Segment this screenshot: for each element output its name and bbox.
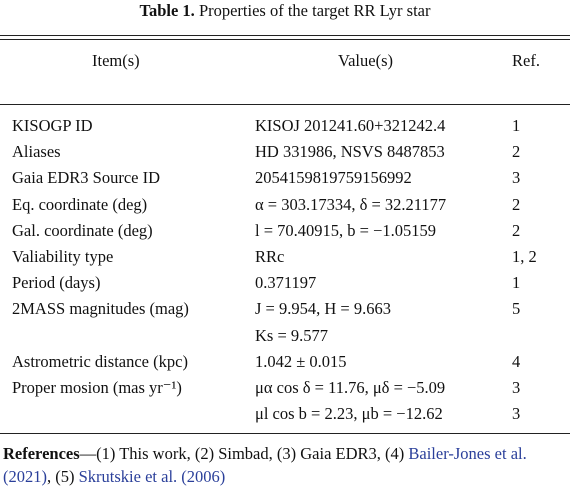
value-cell: RRc xyxy=(255,247,285,266)
references-text: , (5) xyxy=(47,467,79,486)
ref-cell: 1, 2 xyxy=(512,247,537,266)
caption-label: Table 1. xyxy=(139,1,195,20)
value-cell: J = 9.954, H = 9.663 xyxy=(255,299,391,319)
item-cell: Gaia EDR3 Source ID xyxy=(12,168,161,188)
value-cell: l = 70.40915, b = −1.05159 xyxy=(255,220,437,240)
ref-cell: 3 xyxy=(512,378,521,397)
item-cell: Aliases xyxy=(12,142,61,162)
ref-cell: 2 xyxy=(512,194,521,214)
item-cell: Valiability type xyxy=(12,247,114,266)
value-cell: α = 303.17334, δ = 32.21177 xyxy=(255,194,447,214)
top-rule xyxy=(0,39,570,40)
ref-cell: 2 xyxy=(512,220,521,240)
ref-cell: 1 xyxy=(512,116,521,135)
reference-link[interactable]: Skrutskie et al. (2006) xyxy=(78,467,226,486)
ref-cell: 2 xyxy=(512,142,521,162)
ref-cell: 3 xyxy=(512,404,521,424)
bottom-rule xyxy=(0,433,570,434)
ref-cell: 3 xyxy=(512,168,521,188)
item-cell: Eq. coordinate (deg) xyxy=(12,194,148,214)
item-cell: Gal. coordinate (deg) xyxy=(12,220,153,240)
caption-text: Properties of the target RR Lyr star xyxy=(198,1,431,20)
ref-cell: 4 xyxy=(512,351,521,371)
references-text: —(1) This work, (2) Simbad, (3) Gaia EDR… xyxy=(79,444,409,463)
value-cell: KISOJ 201241.60+321242.4 xyxy=(255,116,446,135)
item-cell: Proper mosion (mas yr⁻¹) xyxy=(12,378,182,397)
item-cell: 2MASS magnitudes (mag) xyxy=(12,299,189,319)
item-cell: Astrometric distance (kpc) xyxy=(12,351,188,371)
references: References—(1) This work, (2) Simbad, (3… xyxy=(3,442,565,488)
header-cell: Item(s) xyxy=(92,51,140,70)
item-cell: Period (days) xyxy=(12,273,101,293)
references-label: References xyxy=(3,444,80,463)
top-rule xyxy=(0,35,570,36)
value-cell: 0.371197 xyxy=(255,273,317,293)
value-cell: μl cos b = 2.23, μb = −12.62 xyxy=(255,404,443,424)
reference-link[interactable]: Bailer-Jones et al. (2021) xyxy=(3,444,527,486)
header-cell: Value(s) xyxy=(338,51,393,70)
ref-cell: 1 xyxy=(512,273,521,293)
ref-cell: 5 xyxy=(512,299,521,319)
item-cell: KISOGP ID xyxy=(12,116,93,135)
value-cell: Ks = 9.577 xyxy=(255,325,329,345)
header-rule xyxy=(0,104,570,105)
value-cell: μα cos δ = 11.76, μδ = −5.09 xyxy=(255,378,446,397)
value-cell: 1.042 ± 0.015 xyxy=(255,351,347,371)
value-cell: HD 331986, NSVS 8487853 xyxy=(255,142,445,162)
header-cell: Ref. xyxy=(512,51,540,70)
table-caption: Table 1. Properties of the target RR Lyr… xyxy=(0,1,570,21)
value-cell: 2054159819759156992 xyxy=(255,168,412,188)
